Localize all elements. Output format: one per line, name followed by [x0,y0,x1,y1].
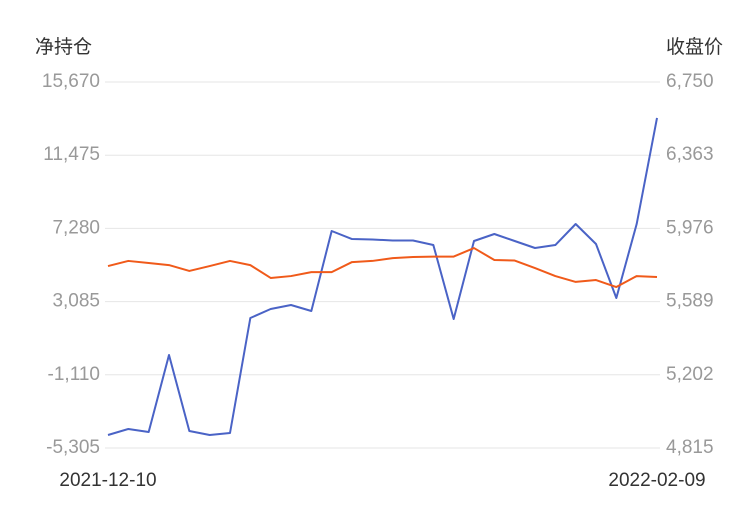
y2-tick-label: 5,589 [666,291,714,312]
y-tick-label: -1,110 [48,364,100,385]
x-tick-label: 2022-02-09 [608,470,705,491]
y-tick-label: 3,085 [52,291,100,312]
series-line [107,117,658,436]
series-line [107,247,658,289]
y-tick-label: 15,670 [42,71,100,92]
x-tick-label: 2021-12-10 [59,470,156,491]
y2-tick-label: 5,976 [666,217,714,238]
y2-tick-label: 6,750 [666,71,714,92]
y2-tick-label: 4,815 [666,437,714,458]
y-tick-label: 11,475 [43,144,100,165]
y-axis-title: 净持仓 [35,36,92,58]
y-tick-label: -5,305 [46,437,100,458]
y2-tick-label: 5,202 [666,364,714,385]
y2-tick-label: 6,363 [666,144,714,165]
y2-axis-title: 收盘价 [666,36,723,58]
y-tick-label: 7,280 [52,217,100,238]
